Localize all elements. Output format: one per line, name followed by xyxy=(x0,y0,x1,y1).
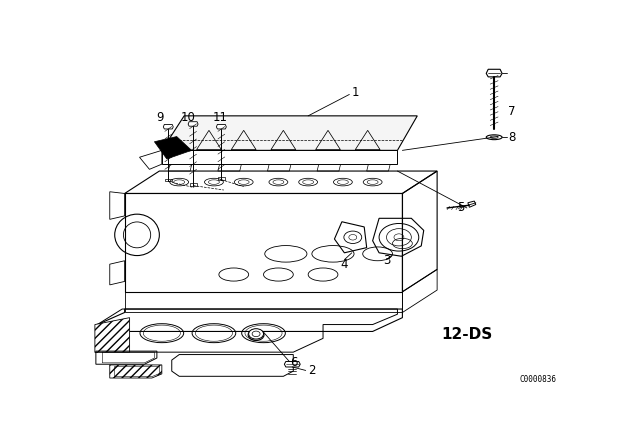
Circle shape xyxy=(248,329,264,339)
Polygon shape xyxy=(154,137,191,159)
Text: 10: 10 xyxy=(180,111,196,124)
Polygon shape xyxy=(216,125,227,129)
Text: 5: 5 xyxy=(457,201,465,214)
Text: 6: 6 xyxy=(291,356,298,369)
Text: 12-DS: 12-DS xyxy=(441,327,493,342)
Polygon shape xyxy=(284,362,300,367)
Text: 1: 1 xyxy=(351,86,359,99)
Text: 11: 11 xyxy=(213,111,228,124)
Polygon shape xyxy=(110,365,162,378)
Text: C0000836: C0000836 xyxy=(519,375,556,384)
Text: 3: 3 xyxy=(383,254,390,267)
Polygon shape xyxy=(188,122,198,126)
Text: 4: 4 xyxy=(340,258,348,271)
Text: 8: 8 xyxy=(508,131,515,144)
Polygon shape xyxy=(163,125,173,129)
Text: 9: 9 xyxy=(157,111,164,124)
Text: 7: 7 xyxy=(508,105,515,118)
Polygon shape xyxy=(162,151,397,164)
Ellipse shape xyxy=(486,135,502,140)
Text: 2: 2 xyxy=(308,364,316,377)
Polygon shape xyxy=(95,318,129,352)
Polygon shape xyxy=(162,116,417,151)
